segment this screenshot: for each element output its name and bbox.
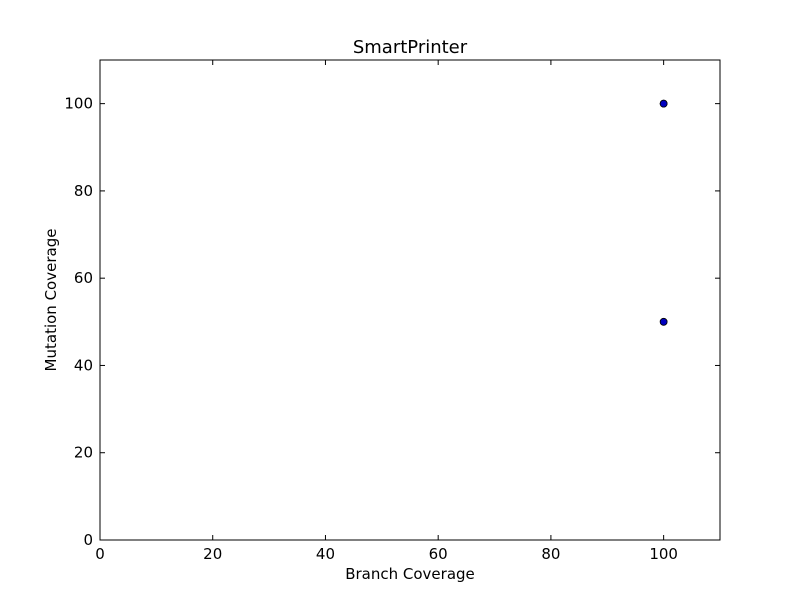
data-point (659, 317, 668, 326)
x-tick-label: 80 (541, 545, 560, 563)
y-axis-label: Mutation Coverage (42, 229, 60, 372)
y-tick-label: 100 (64, 95, 93, 113)
y-tick-label: 20 (74, 444, 93, 462)
x-tick-label: 60 (429, 545, 448, 563)
y-tick-label: 60 (74, 269, 93, 287)
x-axis-label: Branch Coverage (345, 565, 475, 583)
y-tick-label: 80 (74, 182, 93, 200)
y-tick-label: 40 (74, 356, 93, 374)
plot-frame (99, 59, 721, 541)
plot-area: 0 20 40 60 80 100 0 20 40 60 80 100 (64, 59, 721, 563)
x-tick-label: 40 (316, 545, 335, 563)
chart-title: SmartPrinter (353, 37, 468, 58)
data-point (659, 99, 668, 108)
x-tick-label: 20 (203, 545, 222, 563)
x-tick-label: 0 (95, 545, 105, 563)
y-tick-label: 0 (83, 531, 93, 549)
x-tick-label: 100 (649, 545, 678, 563)
